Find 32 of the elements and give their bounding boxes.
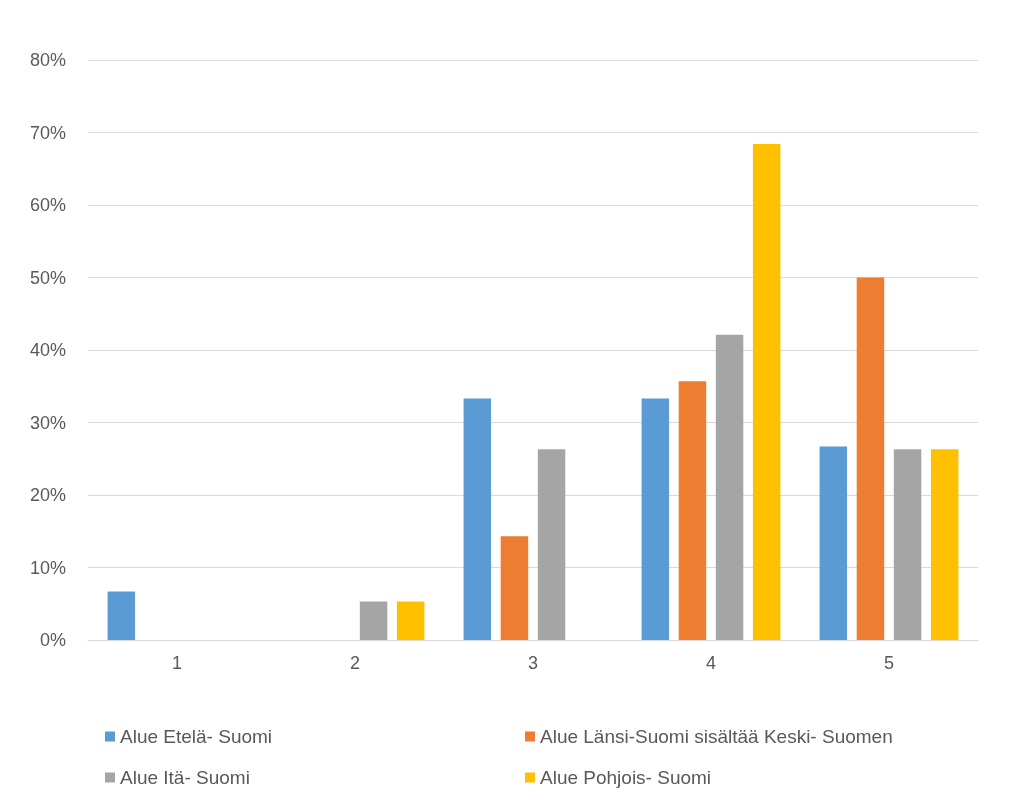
y-tick-label: 30% [29,412,66,433]
legend-label: Alue Etelä- Suomi [120,726,273,747]
bar [107,591,136,640]
x-tick-label: 4 [705,653,717,673]
bar [359,601,388,640]
y-tick-label: 20% [29,485,66,505]
y-tick-label: 80% [29,50,66,70]
bar [537,449,566,640]
y-tick-label: 50% [29,267,66,288]
bar [500,536,529,640]
y-tick-label: 0% [39,630,66,650]
y-tick-label: 10% [29,557,66,578]
bar [819,446,848,640]
legend-label: Alue Pohjois- Suomi [540,767,712,788]
bar [715,334,744,640]
bar [930,449,959,640]
bar [856,277,885,640]
x-tick-label: 5 [883,653,895,673]
bar [678,381,707,640]
y-tick-label: 40% [29,340,66,360]
bar [641,398,670,640]
bar [463,398,492,640]
y-tick-label: 60% [29,195,66,215]
y-tick-label: 70% [29,122,66,143]
bar [752,144,781,640]
legend-label: Alue Itä- Suomi [120,767,250,788]
x-tick-label: 1 [171,653,183,673]
bar [396,601,425,640]
legend-label: Alue Länsi-Suomi sisältää Keski- Suomen [540,726,893,747]
bar [893,449,922,640]
x-tick-label: 3 [527,653,539,673]
x-tick-label: 2 [349,653,361,673]
